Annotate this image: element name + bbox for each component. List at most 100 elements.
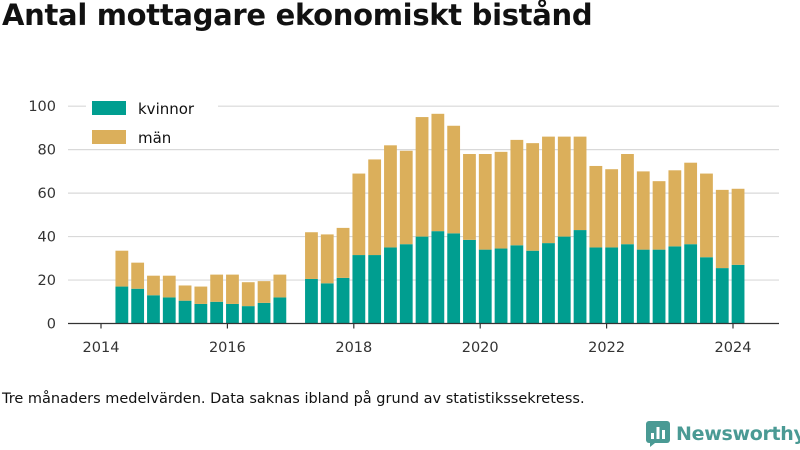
bar-man [336, 227, 350, 278]
chart-title: Antal mottagare ekonomiskt bistånd [2, 0, 593, 32]
bar-kvinnor [447, 233, 461, 324]
bar-man [731, 188, 745, 265]
bar-kvinnor [305, 278, 318, 324]
bar-man [510, 139, 524, 246]
x-tick-label: 2024 [715, 340, 752, 356]
x-tick-label: 2014 [83, 340, 120, 356]
x-tick-label: 2020 [462, 340, 499, 356]
bar-man [210, 274, 224, 302]
bar-kvinnor [226, 303, 239, 324]
bar-man [478, 154, 492, 250]
bar-kvinnor [273, 297, 287, 324]
bar-man [494, 151, 508, 249]
bar-kvinnor [636, 249, 650, 324]
bar-man [652, 181, 666, 250]
bar-kvinnor [478, 249, 492, 324]
bar-man [621, 154, 634, 245]
bar-kvinnor [431, 231, 445, 324]
bar-kvinnor [384, 247, 397, 324]
bar-man [447, 125, 461, 234]
y-tick-label: 20 [38, 273, 56, 289]
bar-kvinnor [463, 239, 476, 324]
bar-kvinnor [573, 230, 587, 324]
x-tick-label: 2022 [588, 340, 625, 356]
bar-man [589, 165, 603, 248]
newsworthy-logo-icon [646, 421, 670, 447]
bar-kvinnor [526, 250, 540, 324]
bar-kvinnor [368, 255, 382, 324]
bar-man [178, 285, 192, 301]
bar-man [684, 162, 698, 245]
bar-man [305, 232, 318, 279]
legend-label-man: män [138, 129, 171, 147]
y-tick-label: 100 [28, 99, 56, 115]
bar-man [557, 136, 571, 237]
bar-kvinnor [194, 303, 208, 324]
legend-swatch-man [92, 130, 126, 144]
legend-label-kvinnor: kvinnor [138, 100, 195, 118]
bar-man [115, 250, 129, 287]
bar-kvinnor [510, 245, 524, 324]
x-tick-label: 2016 [209, 340, 246, 356]
bar-kvinnor [352, 255, 366, 324]
bar-man [352, 173, 366, 256]
y-tick-label: 0 [47, 317, 56, 333]
bar-kvinnor [668, 246, 682, 324]
bar-kvinnor [684, 244, 698, 324]
brand-logo: Newsworthy [646, 420, 800, 448]
bar-man [700, 173, 713, 258]
bar-man [542, 136, 555, 244]
bar-kvinnor [700, 257, 713, 324]
y-axis: 0 20 40 60 80 100 [28, 99, 56, 332]
bar-man [526, 143, 540, 251]
bar-kvinnor [257, 302, 271, 324]
bar-kvinnor [731, 264, 745, 324]
legend-swatch-kvinnor [92, 101, 126, 115]
bar-man [573, 136, 587, 231]
bar-man [636, 171, 650, 250]
bar-kvinnor [715, 268, 729, 324]
bar-kvinnor [415, 236, 429, 324]
bar-man [384, 145, 397, 248]
bar-man [273, 274, 287, 298]
bar-kvinnor [589, 247, 603, 324]
bar-man [162, 275, 176, 298]
bar-kvinnor [115, 286, 129, 324]
bar-man [320, 234, 334, 284]
bar-man [147, 275, 160, 296]
bar-kvinnor [320, 283, 334, 324]
bar-man [605, 169, 619, 248]
x-tick-label: 2018 [335, 340, 372, 356]
bar-man [431, 113, 445, 232]
bar-kvinnor [162, 297, 176, 324]
bar-man [194, 286, 208, 304]
bar-kvinnor [336, 277, 350, 324]
bar-man [131, 262, 145, 289]
chart-caption: Tre månaders medelvärden. Data saknas ib… [2, 391, 585, 407]
bar-kvinnor [652, 249, 666, 324]
x-axis: 2014 2016 2018 2020 2022 2024 [83, 323, 752, 356]
bar-kvinnor [621, 244, 634, 324]
bar-man [668, 170, 682, 247]
bar-man [368, 159, 382, 256]
bar-kvinnor [210, 301, 224, 324]
bar-man [257, 281, 271, 303]
bar-man [241, 282, 255, 307]
bar-kvinnor [131, 288, 145, 324]
bar-man [226, 274, 239, 304]
bar-man [715, 189, 729, 269]
bar-man [399, 150, 413, 245]
bar-kvinnor [605, 247, 619, 324]
bar-kvinnor [147, 295, 160, 324]
bar-man [463, 154, 476, 240]
bar-man [415, 117, 429, 237]
y-tick-label: 40 [38, 230, 56, 246]
y-tick-label: 60 [38, 186, 56, 202]
bar-kvinnor [178, 300, 192, 324]
bar-kvinnor [494, 248, 508, 324]
legend: kvinnor män [86, 93, 218, 149]
bar-kvinnor [557, 236, 571, 324]
bar-kvinnor [399, 244, 413, 324]
bars [115, 113, 745, 324]
